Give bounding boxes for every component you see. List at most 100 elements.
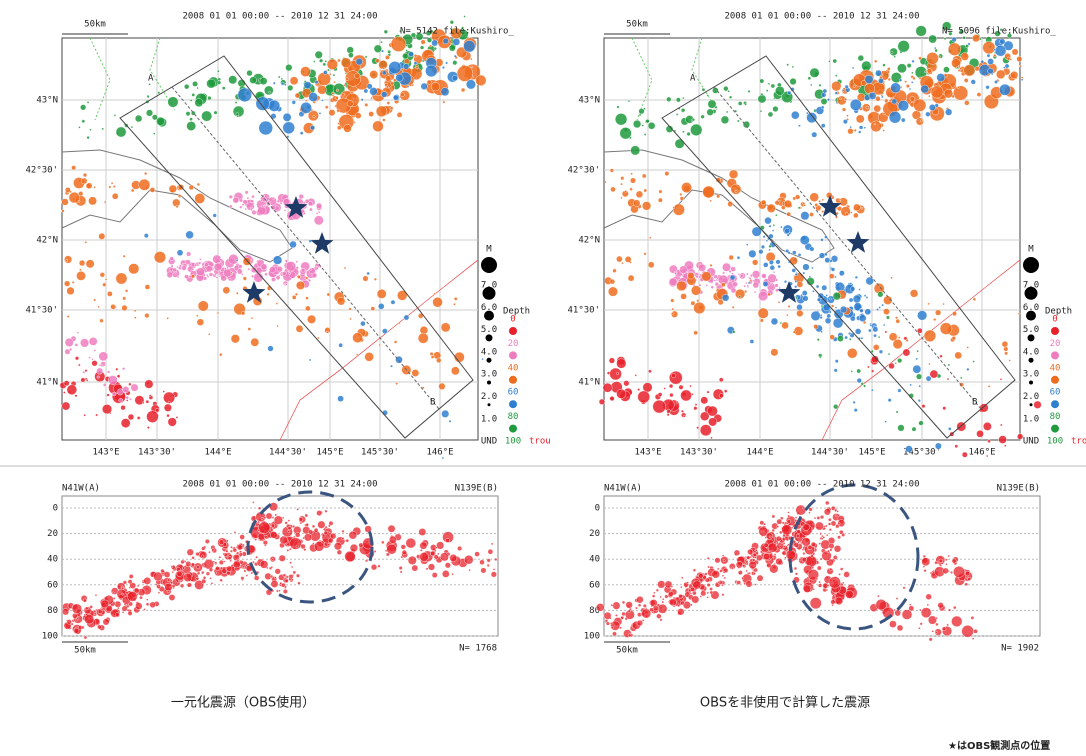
hypocenter xyxy=(107,371,110,374)
hypocenter xyxy=(260,560,268,568)
hypocenter xyxy=(150,187,155,192)
hypocenter xyxy=(789,233,791,235)
hypocenter xyxy=(939,559,943,563)
hypocenter xyxy=(457,65,473,81)
hypocenter xyxy=(773,271,775,273)
hypocenter xyxy=(355,113,361,119)
profile-end: B xyxy=(430,398,435,408)
hypocenter xyxy=(948,555,950,557)
hypocenter xyxy=(121,418,130,427)
hypocenter xyxy=(810,84,812,86)
hypocenter xyxy=(922,558,930,566)
lon-label: 143°30' xyxy=(680,448,718,458)
hypocenter xyxy=(177,276,179,278)
hypocenter xyxy=(487,564,490,567)
hypocenter xyxy=(165,583,173,591)
hypocenter xyxy=(814,517,816,519)
hypocenter xyxy=(441,323,450,332)
hypocenter xyxy=(390,107,393,110)
hypocenter xyxy=(264,544,266,546)
hypocenter xyxy=(874,105,881,112)
hypocenter xyxy=(71,165,75,169)
hypocenter xyxy=(289,578,292,581)
hypocenter xyxy=(381,50,384,53)
hypocenter xyxy=(897,64,906,73)
hypocenter xyxy=(742,577,744,579)
hypocenter xyxy=(848,332,851,335)
lon-label: 144°30' xyxy=(811,448,849,458)
hypocenter xyxy=(201,579,206,584)
hypocenter xyxy=(278,590,280,592)
hypocenter xyxy=(945,559,947,561)
hypocenter xyxy=(784,557,786,559)
hypocenter xyxy=(430,551,435,556)
hypocenter xyxy=(236,113,239,116)
hypocenter xyxy=(187,549,194,556)
depth-label: 40 xyxy=(1050,363,1061,373)
hypocenter xyxy=(154,251,166,263)
hypocenter xyxy=(305,100,307,102)
hypocenter xyxy=(764,543,768,547)
hypocenter xyxy=(680,197,684,201)
hypocenter xyxy=(365,560,367,562)
hypocenter xyxy=(829,543,834,548)
hypocenter xyxy=(952,37,957,42)
hypocenter xyxy=(189,118,192,121)
hypocenter xyxy=(881,96,883,98)
hypocenter xyxy=(431,40,437,46)
hypocenter xyxy=(1004,445,1006,447)
hypocenter xyxy=(773,224,775,226)
hypocenter xyxy=(408,51,413,56)
hypocenter xyxy=(768,83,770,85)
hypocenter xyxy=(676,401,678,403)
hypocenter xyxy=(853,295,861,303)
hypocenter xyxy=(694,406,698,410)
hypocenter xyxy=(799,558,801,560)
hypocenter xyxy=(67,385,77,395)
hypocenter xyxy=(724,577,726,579)
hypocenter xyxy=(181,560,185,564)
hypocenter xyxy=(878,78,883,83)
hypocenter xyxy=(376,59,380,63)
hypocenter xyxy=(318,521,326,529)
lon-label: 143°E xyxy=(634,448,661,458)
hypocenter xyxy=(300,67,310,77)
hypocenter xyxy=(835,359,838,362)
hypocenter xyxy=(137,416,140,419)
hypocenter xyxy=(163,391,165,393)
hypocenter xyxy=(660,619,663,622)
hypocenter xyxy=(192,268,194,270)
hypocenter xyxy=(904,337,907,340)
hypocenter xyxy=(828,518,831,521)
hypocenter xyxy=(145,313,150,318)
hypocenter xyxy=(378,303,384,309)
hypocenter xyxy=(470,58,472,60)
hypocenter xyxy=(761,245,765,249)
hypocenter xyxy=(891,83,901,93)
hypocenter xyxy=(344,267,346,269)
hypocenter xyxy=(275,568,281,574)
hypocenter xyxy=(796,534,800,538)
hypocenter xyxy=(896,597,898,599)
hypocenter xyxy=(851,370,853,372)
hypocenter xyxy=(103,383,106,386)
hypocenter xyxy=(816,285,819,288)
hypocenter xyxy=(254,575,259,580)
magnitude-swatch xyxy=(487,358,492,363)
hypocenter xyxy=(927,604,929,606)
hypocenter xyxy=(852,67,854,69)
depth-swatch xyxy=(1051,327,1059,335)
hypocenter xyxy=(788,515,790,517)
hypocenter xyxy=(369,111,374,116)
hypocenter xyxy=(453,38,460,45)
hypocenter xyxy=(286,283,288,285)
hypocenter xyxy=(688,272,695,279)
hypocenter xyxy=(648,122,655,129)
hypocenter xyxy=(668,591,673,596)
hypocenter xyxy=(265,273,268,276)
hypocenter xyxy=(382,328,387,333)
hypocenter xyxy=(835,307,837,309)
hypocenter xyxy=(72,281,74,283)
hypocenter xyxy=(344,125,352,133)
hypocenter xyxy=(442,457,444,459)
